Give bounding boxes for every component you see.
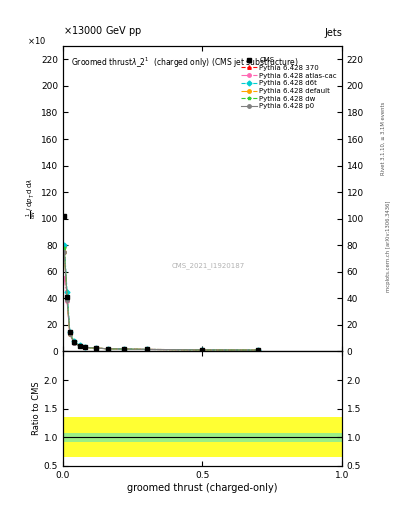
Legend: CMS, Pythia 6.428 370, Pythia 6.428 atlas-cac, Pythia 6.428 d6t, Pythia 6.428 de: CMS, Pythia 6.428 370, Pythia 6.428 atla… [240, 56, 338, 111]
Text: $\times$13000 GeV pp: $\times$13000 GeV pp [63, 25, 142, 38]
Text: $\times 10$: $\times 10$ [27, 35, 46, 46]
X-axis label: groomed thrust (charged-only): groomed thrust (charged-only) [127, 482, 277, 493]
Text: Groomed thrust$\lambda\_2^1$  (charged only) (CMS jet substructure): Groomed thrust$\lambda\_2^1$ (charged on… [71, 55, 299, 70]
Text: CMS_2021_I1920187: CMS_2021_I1920187 [171, 263, 244, 269]
Y-axis label: $\frac{1}{\mathrm{d}N}\,/\,\mathrm{d}p_T\,\mathrm{d}\,\mathrm{d}\lambda$: $\frac{1}{\mathrm{d}N}\,/\,\mathrm{d}p_T… [25, 178, 39, 219]
Text: Rivet 3.1.10, ≥ 3.1M events: Rivet 3.1.10, ≥ 3.1M events [381, 101, 386, 175]
Y-axis label: Ratio to CMS: Ratio to CMS [32, 382, 41, 436]
Text: mcplots.cern.ch [arXiv:1306.3436]: mcplots.cern.ch [arXiv:1306.3436] [386, 200, 391, 291]
Text: Jets: Jets [324, 28, 342, 38]
